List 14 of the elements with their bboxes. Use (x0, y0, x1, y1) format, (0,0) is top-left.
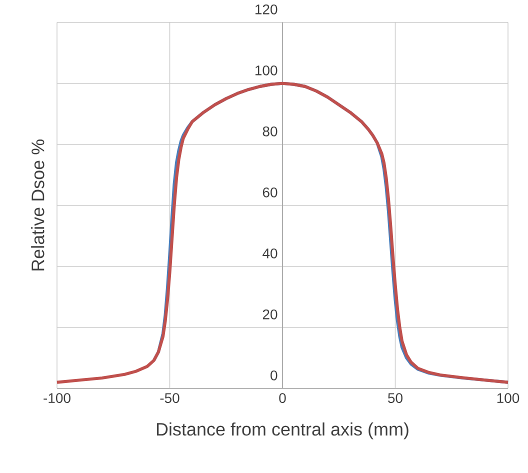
y-tick-label: 100 (256, 65, 278, 76)
y-tick-label: 0 (270, 370, 278, 380)
y-tick-label: 60 (262, 187, 278, 198)
y-axis-title: Relative Dsoe % (31, 139, 44, 270)
x-tick-label: 0 (279, 392, 286, 403)
x-tick-label: -100 (44, 392, 70, 403)
y-tick-label: 20 (262, 309, 278, 320)
x-tick-label: 50 (388, 392, 402, 403)
y-tick-label: 40 (262, 248, 278, 258)
x-axis-title: Distance from central axis (mm) (156, 422, 408, 440)
x-tick-label: 100 (497, 392, 520, 403)
y-tick-label: 80 (262, 126, 278, 136)
x-tick-label: -50 (160, 392, 180, 403)
y-tick-label: 120 (256, 4, 278, 14)
